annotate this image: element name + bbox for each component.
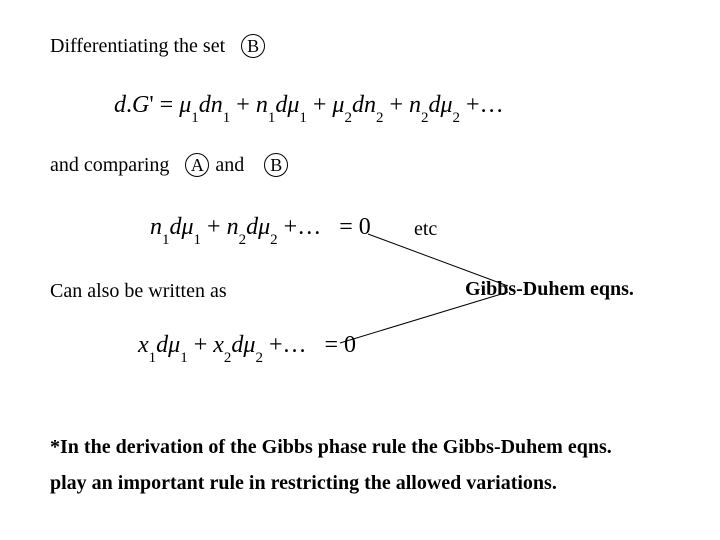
pointer-lines <box>0 0 720 540</box>
line-can-also: Can also be written as <box>50 280 227 303</box>
line-and-comparing: and comparing A and B <box>50 153 288 177</box>
badge-A: A <box>185 153 209 177</box>
equation-1: d.G' = μ1dn1 + n1dμ1 + μ2dn2 + n2dμ2 +… <box>114 92 504 123</box>
line-diff-set: Differentiating the set B <box>50 34 265 58</box>
line1-prefix: Differentiating the set <box>50 35 225 58</box>
line2-mid: and <box>215 154 244 177</box>
badge-B-1: B <box>241 34 265 58</box>
etc-text: etc <box>414 218 437 241</box>
line2-prefix: and comparing <box>50 154 169 177</box>
equation-3: x1dμ1 + x2dμ2 +… = 0 <box>138 332 356 363</box>
footnote-line-1: *In the derivation of the Gibbs phase ru… <box>50 436 612 459</box>
gibbs-duhem-label: Gibbs-Duhem eqns. <box>465 278 634 301</box>
badge-B-2: B <box>264 153 288 177</box>
footnote-line-2: play an important rule in restricting th… <box>50 472 557 495</box>
equation-2: n1dμ1 + n2dμ2 +… = 0 <box>150 214 371 245</box>
